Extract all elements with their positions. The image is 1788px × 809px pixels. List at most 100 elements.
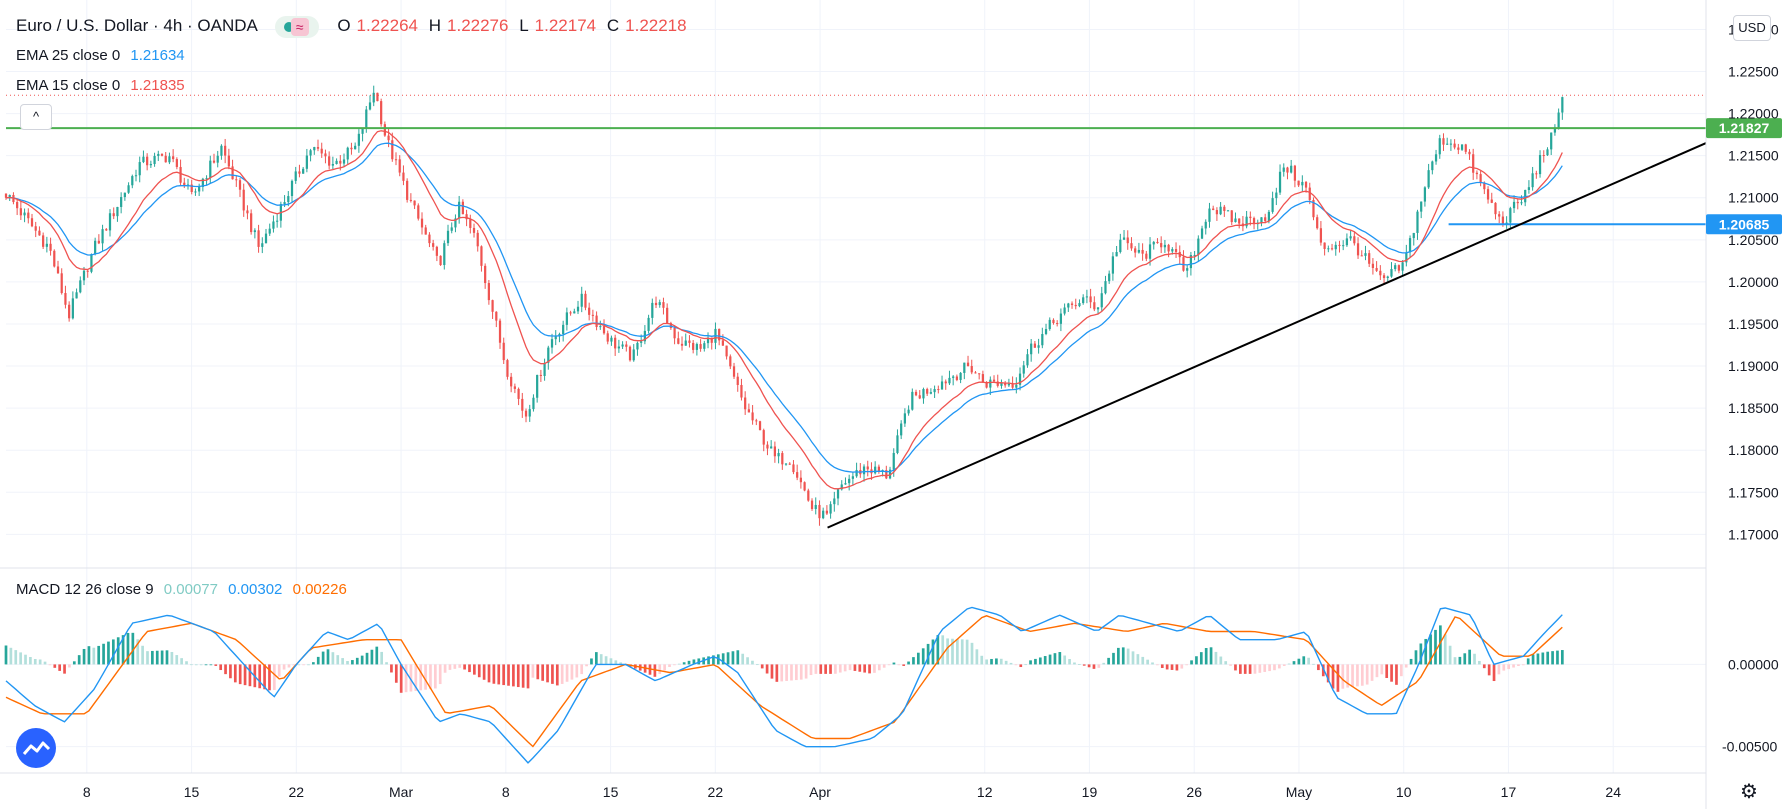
candle[interactable] <box>836 488 840 506</box>
candle[interactable] <box>718 328 721 346</box>
candle[interactable] <box>413 200 416 210</box>
candle[interactable] <box>294 166 297 184</box>
candle[interactable] <box>513 383 516 394</box>
candle[interactable] <box>149 160 152 168</box>
candle[interactable] <box>528 404 531 422</box>
candle[interactable] <box>1089 288 1092 309</box>
candle[interactable] <box>1290 159 1293 174</box>
candle[interactable] <box>428 232 431 248</box>
candle[interactable] <box>703 340 706 352</box>
candle[interactable] <box>357 129 360 153</box>
candle[interactable] <box>443 240 446 270</box>
candle[interactable] <box>368 95 372 111</box>
candle[interactable] <box>740 378 743 401</box>
candle[interactable] <box>406 178 409 203</box>
candle[interactable] <box>1498 211 1501 224</box>
candle[interactable] <box>97 234 100 245</box>
candle[interactable] <box>606 330 609 345</box>
candle[interactable] <box>1382 273 1386 285</box>
candle[interactable] <box>1416 209 1419 240</box>
candle[interactable] <box>848 474 851 491</box>
candle[interactable] <box>1111 252 1115 281</box>
candle[interactable] <box>1446 137 1449 146</box>
candle[interactable] <box>350 142 353 155</box>
candle[interactable] <box>246 205 249 220</box>
candle[interactable] <box>576 300 580 315</box>
candle[interactable] <box>1472 148 1475 180</box>
candle[interactable] <box>547 345 550 370</box>
candle[interactable] <box>862 464 866 482</box>
candle[interactable] <box>1226 209 1230 212</box>
candle[interactable] <box>53 249 56 268</box>
candle[interactable] <box>1148 237 1152 266</box>
candle[interactable] <box>491 299 494 319</box>
candle[interactable] <box>1271 191 1274 214</box>
candle[interactable] <box>1100 286 1103 312</box>
candle[interactable] <box>1353 232 1356 246</box>
candle[interactable] <box>1145 250 1148 262</box>
candle[interactable] <box>777 448 780 464</box>
candle[interactable] <box>1371 258 1375 275</box>
candle[interactable] <box>647 314 650 334</box>
candle[interactable] <box>1390 262 1393 278</box>
candle[interactable] <box>562 320 565 342</box>
candle[interactable] <box>1204 219 1207 235</box>
candle[interactable] <box>651 298 654 325</box>
candle[interactable] <box>394 152 398 166</box>
candle[interactable] <box>729 354 732 370</box>
candle[interactable] <box>580 286 583 313</box>
candle[interactable] <box>1074 298 1077 310</box>
candle[interactable] <box>454 214 457 233</box>
candle[interactable] <box>105 228 108 231</box>
candle[interactable] <box>1122 230 1126 240</box>
candle[interactable] <box>1457 143 1460 155</box>
candle[interactable] <box>955 374 959 382</box>
candle[interactable] <box>948 370 951 386</box>
candle[interactable] <box>484 263 487 289</box>
candle[interactable] <box>933 385 936 398</box>
candle[interactable] <box>316 139 320 152</box>
candle[interactable] <box>825 505 828 516</box>
candle[interactable] <box>1022 360 1025 378</box>
candle[interactable] <box>131 174 134 189</box>
candle[interactable] <box>45 236 48 253</box>
candle[interactable] <box>918 390 921 400</box>
candle[interactable] <box>859 463 862 478</box>
candle[interactable] <box>677 331 680 345</box>
candle[interactable] <box>498 318 502 349</box>
candle[interactable] <box>940 375 944 390</box>
candle[interactable] <box>1401 260 1404 276</box>
candle[interactable] <box>216 150 219 168</box>
candle[interactable] <box>190 179 193 195</box>
candle[interactable] <box>788 462 791 465</box>
candle[interactable] <box>1297 180 1300 187</box>
candle[interactable] <box>1442 133 1445 151</box>
candle[interactable] <box>1070 301 1074 309</box>
candle[interactable] <box>1015 377 1018 394</box>
candle[interactable] <box>309 148 312 162</box>
candle[interactable] <box>929 388 933 395</box>
candle[interactable] <box>591 309 594 322</box>
candle[interactable] <box>989 376 992 396</box>
candle[interactable] <box>517 387 520 406</box>
candle[interactable] <box>621 341 624 349</box>
candle[interactable] <box>550 333 554 354</box>
candle[interactable] <box>1531 166 1534 191</box>
candle[interactable] <box>1397 264 1401 274</box>
candle[interactable] <box>1408 235 1412 258</box>
candle[interactable] <box>1219 202 1222 216</box>
candle[interactable] <box>238 178 242 197</box>
ema25-legend[interactable]: EMA 25 close 0 1.21634 <box>16 47 191 64</box>
wave-icon[interactable]: ≈ <box>290 18 309 36</box>
candle[interactable] <box>1048 317 1051 331</box>
candle[interactable] <box>1200 225 1204 240</box>
candle[interactable] <box>666 303 669 324</box>
symbol-title[interactable]: Euro / U.S. Dollar · 4h · OANDA <box>16 16 258 36</box>
candle[interactable] <box>1319 221 1323 246</box>
candle[interactable] <box>320 142 323 158</box>
candle[interactable] <box>565 307 568 331</box>
candle[interactable] <box>588 302 591 321</box>
candle[interactable] <box>796 464 799 481</box>
candle[interactable] <box>480 245 483 272</box>
candle[interactable] <box>1431 160 1434 175</box>
